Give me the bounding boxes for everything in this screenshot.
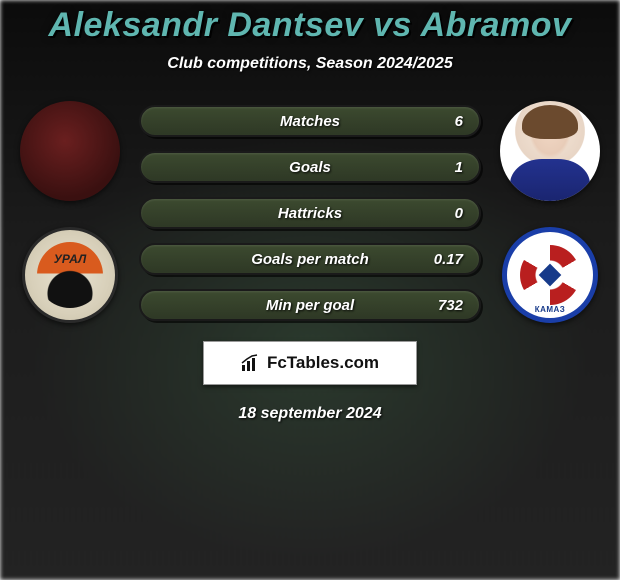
player-right-photo (500, 101, 600, 201)
club-left-logo (22, 227, 118, 323)
player-left-photo (20, 101, 120, 201)
player-right-column (495, 101, 605, 323)
card: Aleksandr Dantsev vs Abramov Club compet… (0, 0, 620, 580)
stat-label: Goals (289, 159, 331, 176)
stat-bar-min-per-goal: Min per goal 732 (139, 289, 481, 321)
club-right-logo-inner (520, 245, 580, 305)
stat-bar-matches: Matches 6 (139, 105, 481, 137)
stat-value: 6 (455, 113, 463, 130)
comparison-row: Matches 6 Goals 1 Hattricks 0 Goals per … (0, 101, 620, 323)
stat-label: Goals per match (251, 251, 369, 268)
subtitle: Club competitions, Season 2024/2025 (167, 55, 452, 73)
stats-bars: Matches 6 Goals 1 Hattricks 0 Goals per … (139, 101, 481, 321)
stat-value: 732 (438, 297, 463, 314)
stat-value: 0 (455, 205, 463, 222)
chart-icon (241, 354, 261, 372)
stat-label: Matches (280, 113, 340, 130)
stat-bar-goals: Goals 1 (139, 151, 481, 183)
stat-label: Min per goal (266, 297, 354, 314)
brand-text: FcTables.com (267, 353, 379, 373)
stat-bar-goals-per-match: Goals per match 0.17 (139, 243, 481, 275)
page-title: Aleksandr Dantsev vs Abramov (49, 6, 572, 45)
brand-badge: FcTables.com (203, 341, 417, 385)
date-text: 18 september 2024 (238, 405, 381, 423)
stat-bar-hattricks: Hattricks 0 (139, 197, 481, 229)
player-left-column (15, 101, 125, 323)
stat-value: 0.17 (434, 251, 463, 268)
club-right-logo (502, 227, 598, 323)
stat-label: Hattricks (278, 205, 342, 222)
player-right-jersey (510, 159, 590, 201)
stat-value: 1 (455, 159, 463, 176)
